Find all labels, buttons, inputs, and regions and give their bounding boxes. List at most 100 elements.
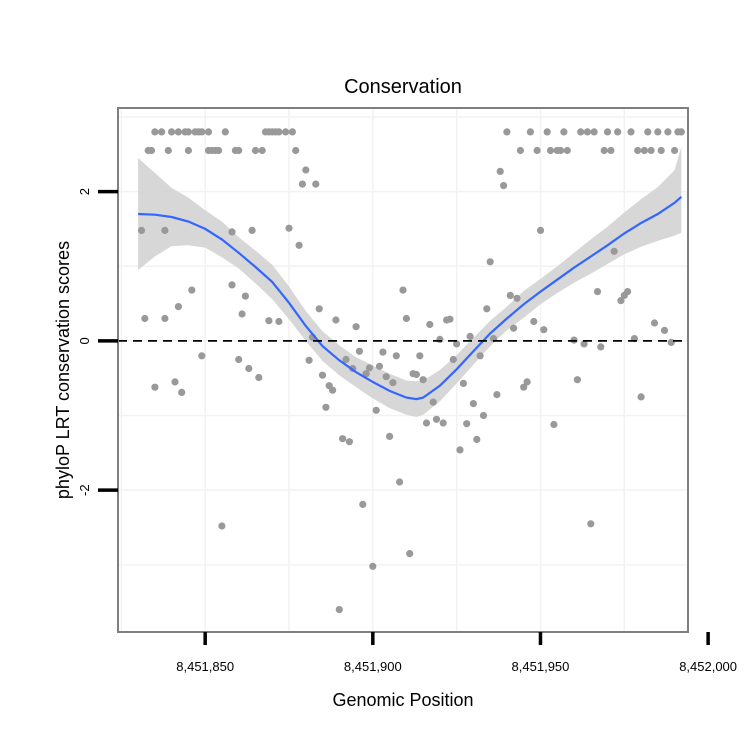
data-point — [161, 226, 169, 234]
data-point — [379, 348, 387, 356]
data-point — [318, 371, 327, 379]
data-point — [546, 146, 555, 155]
data-point — [469, 400, 477, 408]
data-point — [198, 128, 206, 136]
chart-title: Conservation — [344, 76, 462, 98]
x-tick-label: 8,452,000 — [679, 659, 737, 674]
data-point — [439, 419, 447, 427]
data-point — [637, 393, 645, 401]
data-point — [520, 383, 528, 391]
data-point — [342, 355, 350, 364]
data-point — [386, 432, 394, 440]
data-point — [610, 247, 618, 255]
data-point — [275, 317, 283, 326]
scatter-points — [137, 128, 685, 614]
smooth-line — [138, 195, 683, 401]
data-point — [258, 146, 266, 155]
data-point — [533, 146, 541, 155]
data-point — [174, 303, 182, 311]
data-point — [466, 332, 474, 340]
data-point — [171, 378, 179, 386]
data-point — [329, 386, 337, 394]
data-point — [587, 520, 595, 528]
data-point — [506, 291, 514, 299]
data-point — [664, 128, 672, 136]
data-point — [406, 550, 414, 558]
data-point — [580, 340, 588, 348]
data-point — [479, 411, 488, 420]
data-point — [228, 281, 236, 289]
data-point — [671, 146, 679, 155]
data-point — [235, 146, 243, 155]
data-point — [248, 226, 256, 234]
data-point — [516, 146, 525, 155]
data-point — [372, 406, 380, 414]
y-tick-label: -2 — [77, 484, 92, 496]
data-point — [644, 128, 652, 136]
panel-border — [117, 107, 689, 633]
data-point — [292, 146, 300, 155]
data-point — [617, 297, 625, 305]
data-point — [597, 343, 605, 351]
data-point — [215, 146, 223, 155]
x-tick-label: 8,451,900 — [344, 659, 402, 674]
data-point — [339, 435, 347, 443]
data-point — [359, 500, 367, 508]
data-point — [654, 128, 662, 136]
data-point — [509, 324, 518, 332]
data-point — [493, 391, 501, 399]
data-point — [422, 419, 431, 427]
data-point — [436, 335, 444, 343]
data-point — [151, 128, 159, 136]
data-point — [221, 128, 229, 136]
data-point — [560, 128, 568, 136]
data-point — [446, 315, 454, 323]
data-point — [573, 376, 582, 384]
data-point — [453, 340, 461, 348]
data-point — [332, 316, 340, 324]
data-point — [536, 226, 545, 234]
data-point — [550, 420, 558, 429]
data-point — [640, 146, 649, 155]
x-tick-label: 8,451,950 — [512, 659, 570, 674]
data-point — [288, 128, 296, 136]
x-tick-label: 8,451,850 — [176, 659, 234, 674]
data-point — [204, 128, 213, 136]
data-point — [590, 128, 598, 136]
y-tick-label: 0 — [77, 337, 92, 344]
data-point — [389, 379, 397, 387]
data-point — [503, 128, 511, 136]
data-point — [369, 562, 377, 570]
data-point — [543, 128, 551, 136]
data-point — [188, 286, 196, 294]
data-point — [245, 364, 253, 373]
data-point — [375, 362, 384, 370]
data-point — [302, 166, 310, 174]
data-point — [399, 286, 407, 294]
data-point — [282, 128, 290, 136]
data-point — [432, 415, 441, 423]
data-point — [355, 347, 363, 355]
data-point — [161, 314, 169, 323]
data-point — [184, 128, 192, 136]
data-point — [362, 370, 370, 378]
data-point — [164, 146, 172, 155]
data-point — [174, 128, 182, 136]
data-point — [275, 128, 283, 136]
data-point — [151, 383, 159, 391]
data-point — [660, 326, 669, 334]
data-point — [459, 379, 467, 387]
data-point — [650, 319, 659, 327]
data-point — [476, 352, 484, 360]
y-tick-label: 2 — [77, 188, 92, 195]
data-point — [298, 180, 306, 188]
data-point — [483, 305, 491, 313]
data-point — [178, 388, 186, 396]
data-point — [238, 310, 246, 318]
data-point — [523, 378, 531, 386]
data-point — [241, 292, 249, 300]
data-point — [577, 128, 585, 136]
data-point — [603, 128, 612, 136]
data-point — [251, 146, 260, 155]
